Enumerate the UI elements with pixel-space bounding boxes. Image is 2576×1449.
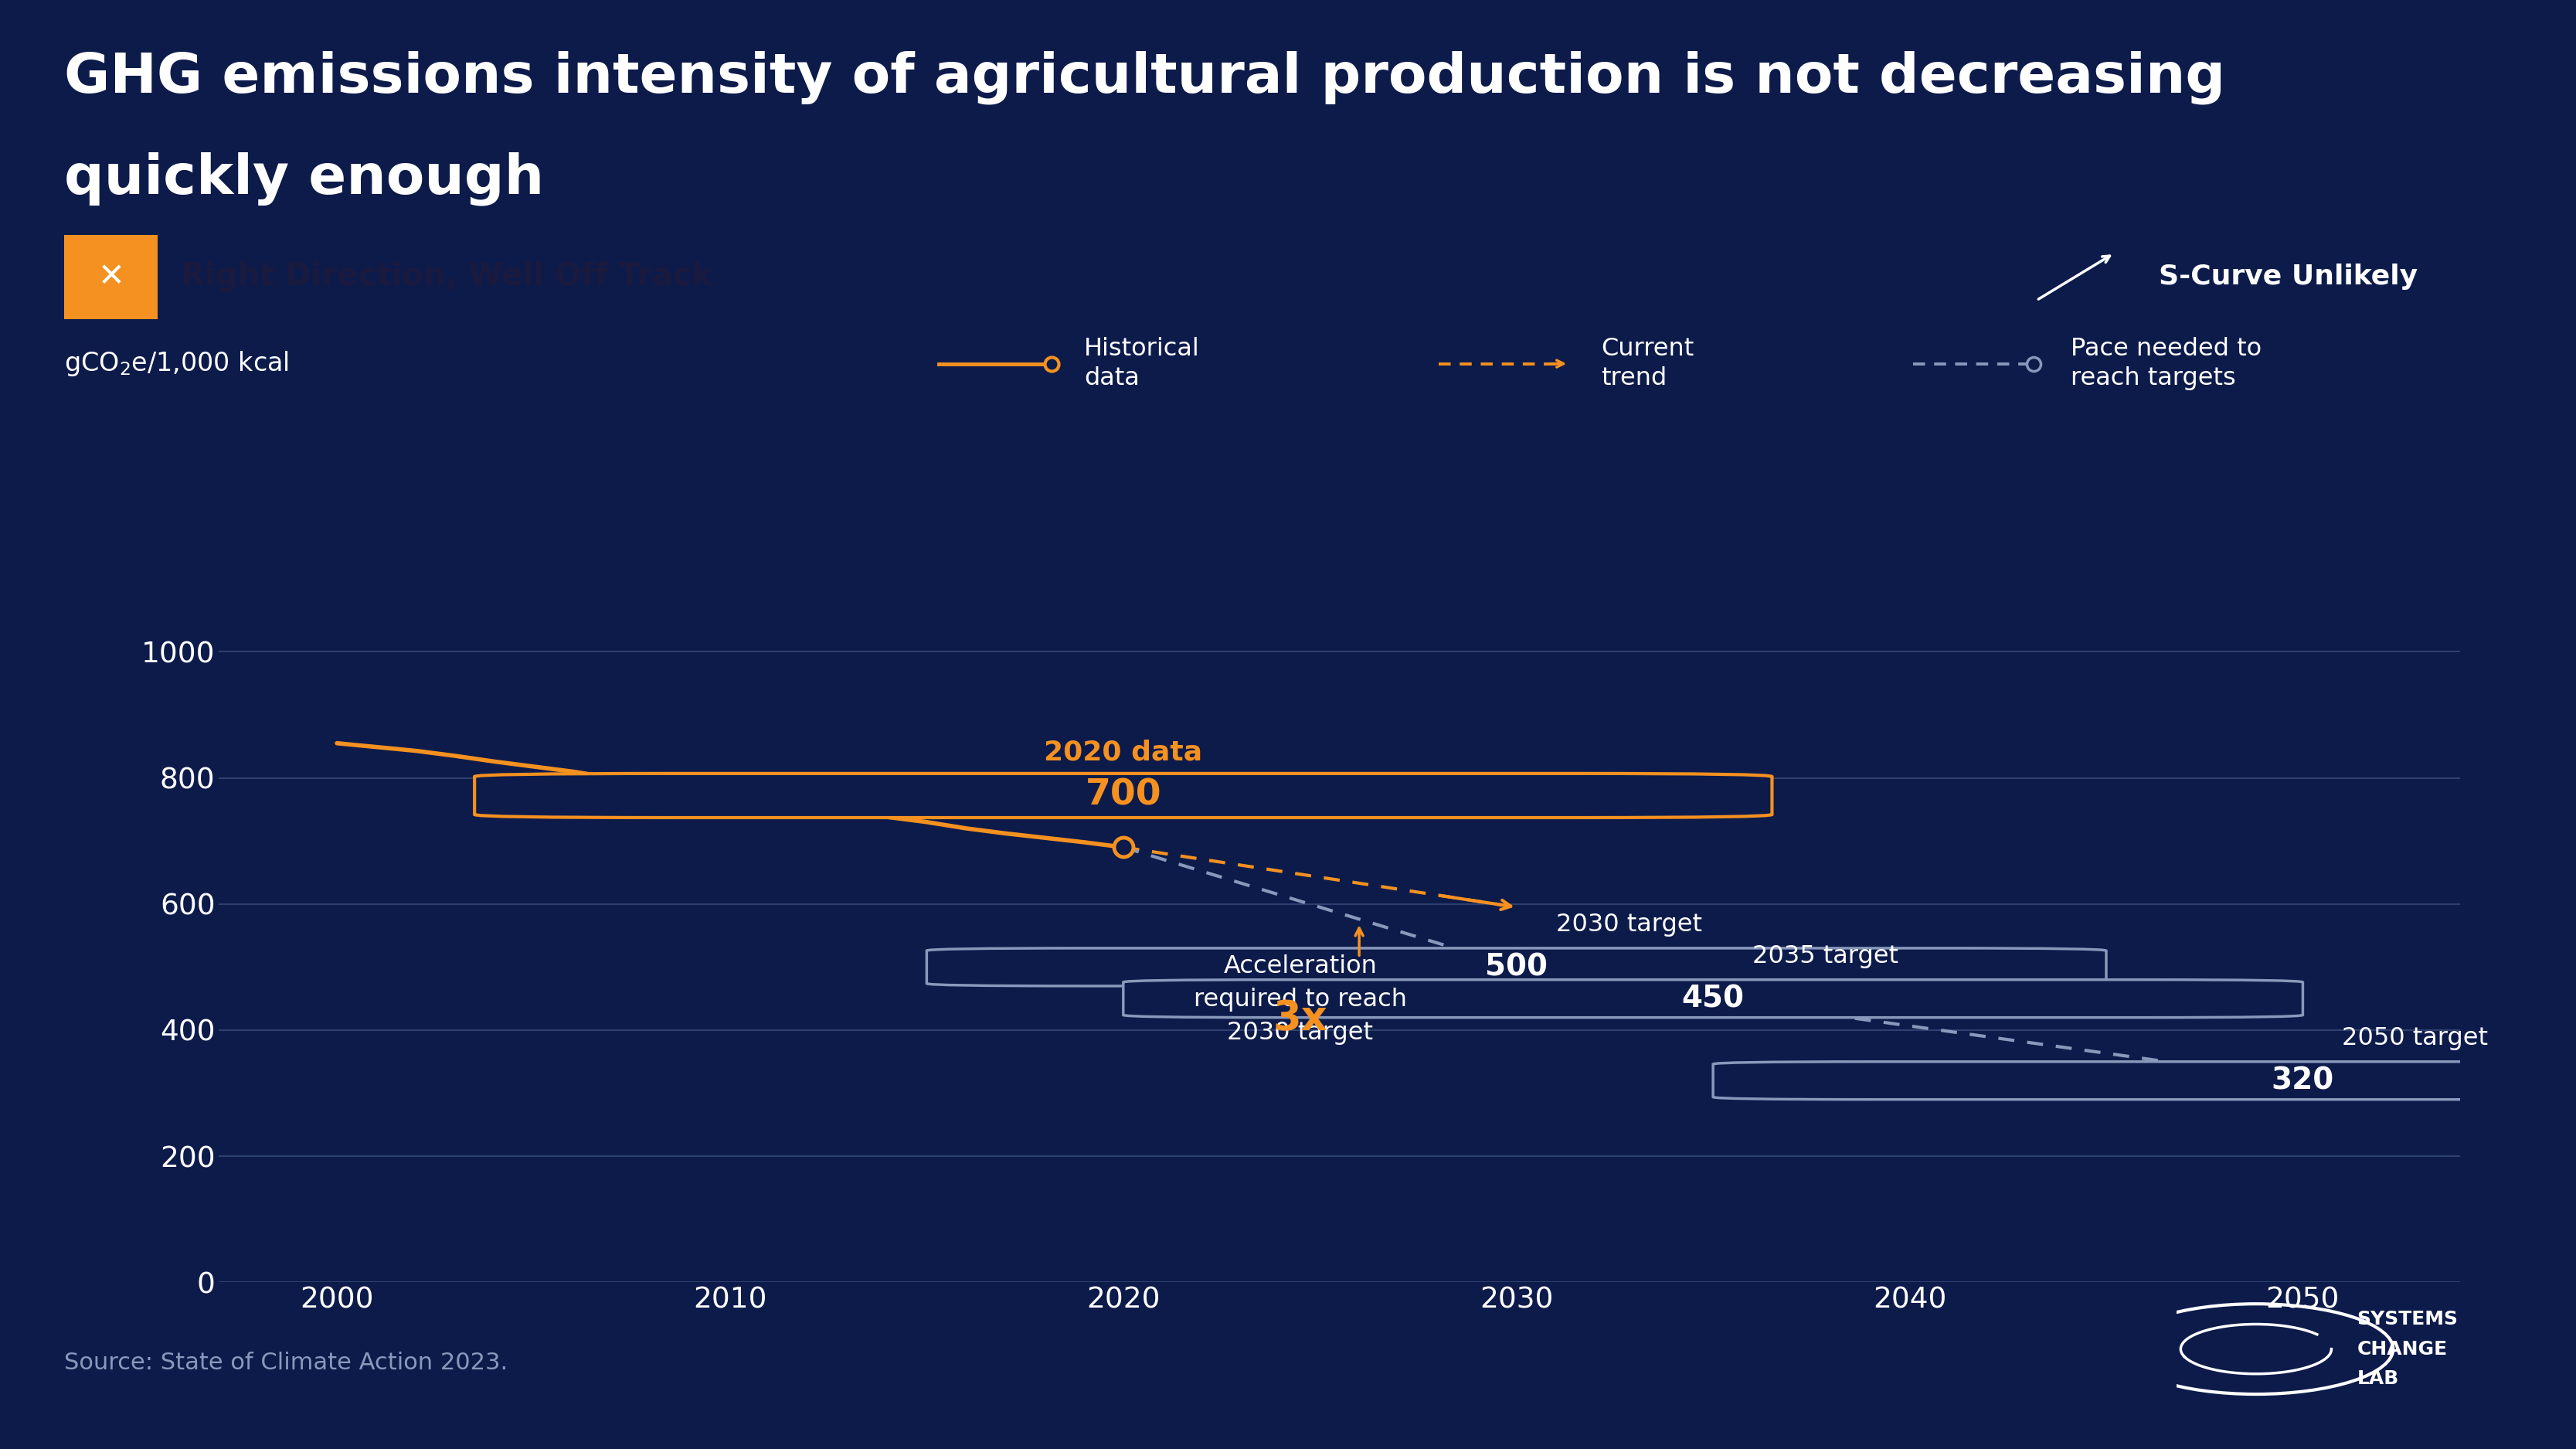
Text: S-Curve Unlikely: S-Curve Unlikely: [2159, 264, 2416, 290]
Text: CHANGE: CHANGE: [2357, 1340, 2447, 1358]
Text: 320: 320: [2272, 1066, 2334, 1095]
FancyBboxPatch shape: [927, 948, 2107, 985]
Text: SYSTEMS: SYSTEMS: [2357, 1310, 2458, 1329]
Text: quickly enough: quickly enough: [64, 152, 544, 206]
FancyBboxPatch shape: [64, 235, 157, 319]
FancyBboxPatch shape: [1713, 1062, 2576, 1100]
Text: 2050 target: 2050 target: [2342, 1026, 2488, 1051]
Text: 450: 450: [1682, 984, 1744, 1013]
Text: Historical
data: Historical data: [1084, 338, 1200, 390]
Text: Pace needed to
reach targets: Pace needed to reach targets: [2071, 338, 2262, 390]
Text: Right Direction, Well Off Track: Right Direction, Well Off Track: [180, 261, 714, 293]
Text: ✕: ✕: [98, 261, 124, 293]
Text: GHG emissions intensity of agricultural production is not decreasing: GHG emissions intensity of agricultural …: [64, 51, 2226, 104]
Text: 3x: 3x: [1273, 998, 1327, 1039]
Text: LAB: LAB: [2357, 1369, 2398, 1388]
Text: gCO$_2$e/1,000 kcal: gCO$_2$e/1,000 kcal: [64, 349, 289, 378]
FancyBboxPatch shape: [1123, 980, 2303, 1017]
Text: Source: State of Climate Action 2023.: Source: State of Climate Action 2023.: [64, 1352, 507, 1374]
Text: Current
trend: Current trend: [1602, 338, 1695, 390]
Text: 2020 data: 2020 data: [1043, 739, 1203, 765]
Text: Acceleration
required to reach
2030 target: Acceleration required to reach 2030 targ…: [1193, 955, 1406, 1045]
Text: 2035 target: 2035 target: [1752, 945, 1899, 968]
Text: 2030 target: 2030 target: [1556, 913, 1703, 938]
Text: 500: 500: [1486, 952, 1548, 982]
Text: 700: 700: [1084, 778, 1162, 813]
FancyBboxPatch shape: [474, 774, 1772, 817]
